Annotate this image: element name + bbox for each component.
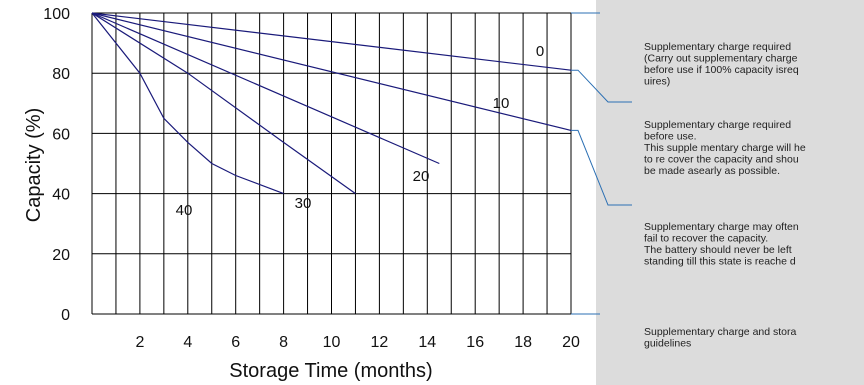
annotation-text: before use if 100% capacity isreq xyxy=(644,64,799,76)
x-axis-title: Storage Time (months) xyxy=(229,360,432,382)
y-axis-title: Capacity (%) xyxy=(23,108,45,222)
annotation-text: (Carry out supplementary charge xyxy=(644,53,798,65)
x-tick-label: 20 xyxy=(562,334,580,351)
annotation-text: Supplementary charge may often xyxy=(644,221,799,233)
x-tick-label: 18 xyxy=(514,334,532,351)
series-label-40: 40 xyxy=(176,202,193,219)
series-label-20: 20 xyxy=(413,168,430,185)
series-line-0 xyxy=(91,12,572,71)
x-tick-label: 10 xyxy=(323,334,341,351)
annotation-connectors xyxy=(571,12,632,315)
y-tick-label: 20 xyxy=(52,247,70,264)
series-label-0: 0 xyxy=(536,43,544,60)
series-label-30: 30 xyxy=(295,195,312,212)
series-lines: 0 10 20 30 40 xyxy=(91,12,572,219)
annotation-text: Supplementary charge and stora xyxy=(644,326,797,338)
x-tick-label: 16 xyxy=(466,334,484,351)
annotation-notes: Supplementary charge required(Carry out … xyxy=(644,41,806,350)
x-tick-label: 8 xyxy=(279,334,288,351)
x-tick-label: 14 xyxy=(418,334,436,351)
series-line-10 xyxy=(91,12,572,131)
annotation-text: The battery should never be left xyxy=(644,244,792,256)
y-tick-label: 60 xyxy=(52,126,70,143)
x-tick-label: 2 xyxy=(135,334,144,351)
annotation-text: This supple mentary charge will he xyxy=(644,142,806,154)
grid xyxy=(91,12,572,315)
annotation-panel xyxy=(596,0,864,385)
y-tick-label: 40 xyxy=(52,187,70,204)
annotation-text: to re cover the capacity and shou xyxy=(644,154,799,166)
y-tick-label: 100 xyxy=(43,6,70,23)
annotation-text: standing till this state is reache d xyxy=(644,256,796,268)
y-tick-label: 0 xyxy=(61,307,70,324)
annotation-connector xyxy=(571,129,632,206)
annotation-text: fail to recover the capacity. xyxy=(644,233,768,245)
annotation-text: Supplementary charge required xyxy=(644,119,791,131)
annotation-text: be made asearly as possible. xyxy=(644,165,780,177)
annotation-connector xyxy=(571,69,632,103)
series-line-20 xyxy=(91,12,440,165)
annotation-text: before use. xyxy=(644,131,697,143)
x-tick-label: 4 xyxy=(183,334,192,351)
series-line-30 xyxy=(91,12,356,195)
annotation-text: Supplementary charge required xyxy=(644,41,791,53)
x-tick-label: 12 xyxy=(371,334,389,351)
annotation-text: guidelines xyxy=(644,338,691,350)
x-tick-label: 6 xyxy=(231,334,240,351)
y-tick-label: 80 xyxy=(52,66,70,83)
series-line-40 xyxy=(91,12,284,195)
series-label-10: 10 xyxy=(493,95,510,112)
annotation-text: uires) xyxy=(644,76,670,88)
